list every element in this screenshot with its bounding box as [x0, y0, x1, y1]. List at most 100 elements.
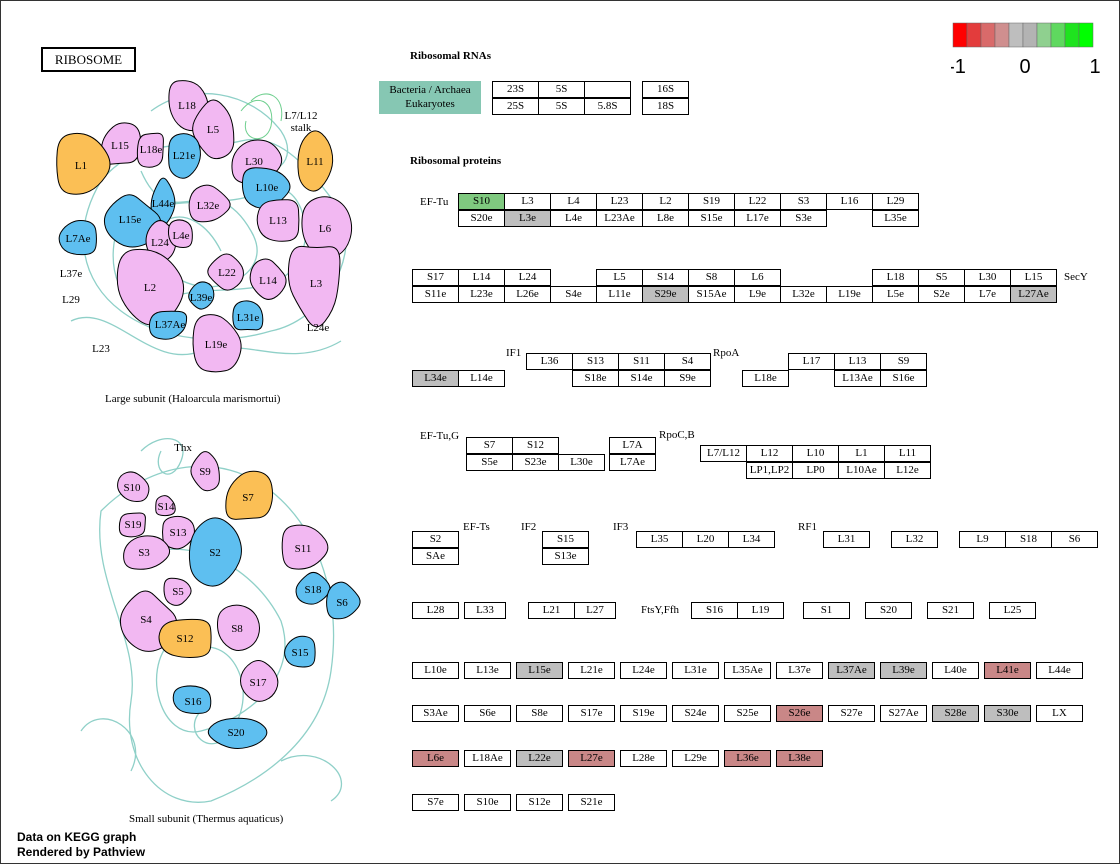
gene-box-l22e[interactable]: L22e	[516, 750, 563, 767]
gene-box-l34e[interactable]: L34e	[412, 370, 459, 387]
gene-box-s5e[interactable]: S5e	[466, 454, 513, 471]
gene-box-s2[interactable]: S2	[412, 531, 459, 548]
gene-box-l34[interactable]: L34	[728, 531, 775, 548]
gene-box-l30[interactable]: L30	[964, 269, 1011, 286]
gene-box-l40e[interactable]: L40e	[932, 662, 979, 679]
gene-box-s3[interactable]: S3	[780, 193, 827, 210]
gene-box-l15e[interactable]: L15e	[516, 662, 563, 679]
gene-box-s27e[interactable]: S27e	[828, 705, 875, 722]
gene-box-s12e[interactable]: S12e	[516, 794, 563, 811]
gene-box-l17[interactable]: L17	[788, 353, 835, 370]
gene-box-l20[interactable]: L20	[682, 531, 729, 548]
gene-box-s4e[interactable]: S4e	[550, 286, 597, 303]
gene-box-l16[interactable]: L16	[826, 193, 873, 210]
gene-box-l10[interactable]: L10	[792, 445, 839, 462]
gene-box-l19[interactable]: L19	[737, 602, 784, 619]
gene-box-s14e[interactable]: S14e	[618, 370, 665, 387]
gene-box-s15[interactable]: S15	[542, 531, 589, 548]
gene-box-s3e[interactable]: S3e	[780, 210, 827, 227]
gene-box-l13e[interactable]: L13e	[464, 662, 511, 679]
gene-box-l7ae[interactable]: L7Ae	[609, 454, 656, 471]
gene-box-s17e[interactable]: S17e	[568, 705, 615, 722]
gene-box-l5e[interactable]: L5e	[872, 286, 919, 303]
gene-box-s19[interactable]: S19	[688, 193, 735, 210]
gene-box-5s[interactable]: 5S	[538, 98, 585, 115]
gene-box-l23e[interactable]: L23e	[458, 286, 505, 303]
gene-box-l12[interactable]: L12	[746, 445, 793, 462]
gene-box-l7a[interactable]: L7A	[609, 437, 656, 454]
gene-box-l10e[interactable]: L10e	[412, 662, 459, 679]
gene-box-l24[interactable]: L24	[504, 269, 551, 286]
gene-box-l35[interactable]: L35	[636, 531, 683, 548]
gene-box-l13[interactable]: L13	[834, 353, 881, 370]
gene-box-l9e[interactable]: L9e	[734, 286, 781, 303]
gene-box-l23ae[interactable]: L23Ae	[596, 210, 643, 227]
gene-box-l11[interactable]: L11	[884, 445, 931, 462]
gene-box-l31[interactable]: L31	[823, 531, 870, 548]
gene-box-s11[interactable]: S11	[618, 353, 665, 370]
gene-box-s18[interactable]: S18	[1005, 531, 1052, 548]
gene-box-l7e[interactable]: L7e	[964, 286, 1011, 303]
gene-box-l18[interactable]: L18	[872, 269, 919, 286]
gene-box-s12[interactable]: S12	[512, 437, 559, 454]
gene-box-l1[interactable]: L1	[838, 445, 885, 462]
gene-box-sae[interactable]: SAe	[412, 548, 459, 565]
gene-box-s2e[interactable]: S2e	[918, 286, 965, 303]
gene-box-s7[interactable]: S7	[466, 437, 513, 454]
gene-box-s3ae[interactable]: S3Ae	[412, 705, 459, 722]
gene-box-l30e[interactable]: L30e	[558, 454, 605, 471]
gene-box-l4e[interactable]: L4e	[550, 210, 597, 227]
gene-box-l28[interactable]: L28	[412, 602, 459, 619]
gene-box-5s[interactable]: 5S	[538, 81, 585, 98]
gene-box-s6e[interactable]: S6e	[464, 705, 511, 722]
gene-box-l15[interactable]: L15	[1010, 269, 1057, 286]
gene-box-l21e[interactable]: L21e	[568, 662, 615, 679]
gene-box-s1[interactable]: S1	[803, 602, 850, 619]
gene-box-l32e[interactable]: L32e	[780, 286, 827, 303]
gene-box-l26e[interactable]: L26e	[504, 286, 551, 303]
gene-box-l6[interactable]: L6	[734, 269, 781, 286]
gene-box-l28e[interactable]: L28e	[620, 750, 667, 767]
gene-box-l41e[interactable]: L41e	[984, 662, 1031, 679]
gene-box-s17[interactable]: S17	[412, 269, 459, 286]
gene-box-s21[interactable]: S21	[927, 602, 974, 619]
gene-box-l38e[interactable]: L38e	[776, 750, 823, 767]
gene-box-l18e[interactable]: L18e	[742, 370, 789, 387]
gene-box-l11e[interactable]: L11e	[596, 286, 643, 303]
gene-box-s8e[interactable]: S8e	[516, 705, 563, 722]
gene-box-s21e[interactable]: S21e	[568, 794, 615, 811]
gene-box-l37ae[interactable]: L37Ae	[828, 662, 875, 679]
gene-box-s15ae[interactable]: S15Ae	[688, 286, 735, 303]
gene-box-l22[interactable]: L22	[734, 193, 781, 210]
gene-box-l21[interactable]: L21	[528, 602, 575, 619]
gene-box-s10e[interactable]: S10e	[464, 794, 511, 811]
gene-box-l27[interactable]: L27	[574, 602, 616, 619]
gene-box-18s[interactable]: 18S	[642, 98, 689, 115]
gene-box-s14[interactable]: S14	[642, 269, 689, 286]
gene-box-s19e[interactable]: S19e	[620, 705, 667, 722]
gene-box-l5[interactable]: L5	[596, 269, 643, 286]
gene-box-23s[interactable]: 23S	[492, 81, 539, 98]
gene-box-l29e[interactable]: L29e	[672, 750, 719, 767]
gene-box-25s[interactable]: 25S	[492, 98, 539, 115]
gene-box-l25[interactable]: L25	[989, 602, 1036, 619]
gene-box-s5[interactable]: S5	[918, 269, 965, 286]
gene-box-s15e[interactable]: S15e	[688, 210, 735, 227]
gene-box-l35ae[interactable]: L35Ae	[724, 662, 771, 679]
gene-box-l31e[interactable]: L31e	[672, 662, 719, 679]
gene-box-l19e[interactable]: L19e	[826, 286, 873, 303]
gene-box-s26e[interactable]: S26e	[776, 705, 823, 722]
gene-box-s20[interactable]: S20	[865, 602, 912, 619]
gene-box-l44e[interactable]: L44e	[1036, 662, 1083, 679]
gene-box-s9[interactable]: S9	[880, 353, 927, 370]
gene-box-l33[interactable]: L33	[464, 602, 506, 619]
gene-box-s16e[interactable]: S16e	[880, 370, 927, 387]
gene-box-s7e[interactable]: S7e	[412, 794, 459, 811]
gene-box-l14[interactable]: L14	[458, 269, 505, 286]
gene-box-l18ae[interactable]: L18Ae	[464, 750, 511, 767]
gene-box-l8e[interactable]: L8e	[642, 210, 689, 227]
gene-box-l14e[interactable]: L14e	[458, 370, 505, 387]
gene-box-empty[interactable]	[584, 81, 631, 98]
gene-box-s11e[interactable]: S11e	[412, 286, 459, 303]
gene-box-s10[interactable]: S10	[458, 193, 505, 210]
